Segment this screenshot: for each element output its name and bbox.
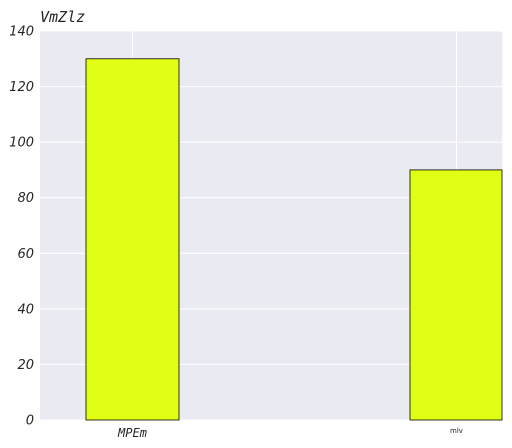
- y-tick-label: 0: [26, 414, 34, 429]
- y-tick-label: 120: [9, 80, 34, 95]
- chart-title: VmZlz: [40, 8, 85, 26]
- x-tick-label: MPEm: [117, 426, 147, 440]
- bar-mlv: [409, 169, 503, 421]
- y-tick-label: 60: [17, 247, 34, 262]
- y-tick-label: 80: [17, 191, 34, 206]
- y-axis-ticks: 0 20 40 60 80 100 120 140: [9, 25, 34, 429]
- x-tick-label: mlv: [450, 427, 463, 435]
- x-axis-ticks: MPEm mlv: [117, 426, 463, 440]
- bars: [85, 58, 503, 421]
- y-tick-label: 40: [17, 302, 34, 317]
- y-tick-label: 20: [17, 358, 34, 373]
- y-tick-label: 140: [9, 25, 34, 40]
- bar-mpem: [85, 58, 180, 421]
- y-tick-label: 100: [9, 136, 34, 151]
